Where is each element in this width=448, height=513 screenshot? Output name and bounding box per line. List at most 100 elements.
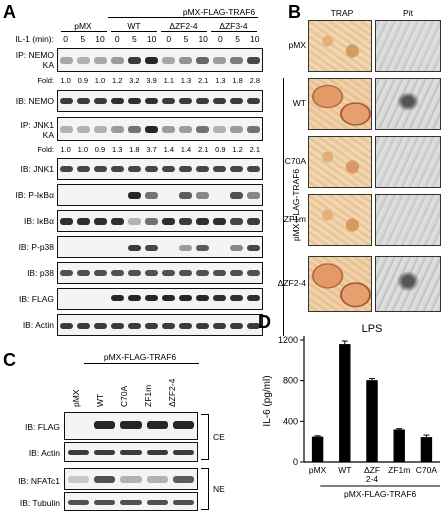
blot-label-jnk1: IB: JNK1: [20, 164, 54, 174]
blot-band: [110, 98, 125, 104]
tp-row-value: 10: [198, 34, 208, 44]
blot-band: [195, 323, 210, 329]
fold-nemo-row-value: 1.3: [215, 76, 226, 85]
blot-band: [195, 57, 210, 64]
blot-band: [67, 450, 89, 455]
blot-band: [94, 421, 116, 429]
tp-row-value: 0: [166, 34, 172, 44]
ne-bracket: [201, 468, 209, 510]
blot-band: [110, 57, 125, 64]
blot-band: [144, 295, 159, 301]
blot-band: [144, 218, 159, 225]
chart-title: LPS: [362, 323, 383, 335]
blot-band: [195, 245, 210, 251]
fold-jnk-row-value: 1.3: [111, 145, 123, 154]
fold-jnk-row-value: 1.0: [77, 145, 89, 154]
blot-band: [76, 57, 91, 64]
panel-c-header-line: [84, 363, 199, 364]
panel-a-letter: A: [3, 2, 16, 22]
fold-nemo-row-value: 2.8: [249, 76, 261, 85]
blot-band: [229, 245, 244, 251]
y-tick-label: 1200: [278, 335, 298, 345]
blot-band: [59, 166, 74, 172]
group-label-dzf34: ΔZF3-4: [219, 21, 248, 31]
c-fraction-ne: NE: [213, 484, 225, 494]
blot-band: [195, 218, 210, 225]
blot-band: [93, 270, 108, 276]
blot-band: [246, 270, 261, 276]
fold-nemo-row-value: 1.0: [94, 76, 106, 85]
blot-band: [212, 270, 227, 276]
group-line-dzf24: [161, 31, 207, 32]
b-bracket-line: [283, 78, 284, 336]
c-blot-tubulin: [64, 492, 198, 511]
y-axis-label: IL-6 (pg/ml): [262, 375, 273, 426]
group-line-pmx: [61, 31, 107, 32]
blot-band: [212, 57, 227, 64]
blot-band: [120, 450, 142, 455]
blot-band: [195, 98, 210, 104]
blot-band: [120, 421, 142, 429]
il6-bar-chart: LPS 0 400 800 1200 IL-6 (pg/ml) pMX WT ΔZF2-4 ZF1…: [262, 323, 440, 499]
blot-p38: [57, 262, 263, 284]
fold-nemo-row-value: 1.2: [111, 76, 123, 85]
blot-band: [246, 218, 261, 225]
blot-band: [173, 500, 195, 505]
bar-2: [366, 380, 378, 462]
blot-band: [76, 270, 91, 276]
blot-band: [178, 57, 193, 64]
trap-image-c70a: [308, 136, 372, 188]
fold-nemo-row-value: 1.3: [180, 76, 192, 85]
nemo-ka-label-2: KA: [42, 60, 54, 70]
y-tick-label: 400: [283, 416, 298, 426]
timepoint-title: IL-1 (min):: [15, 34, 54, 44]
blot-band: [161, 323, 176, 329]
fold-jnk-row-value: 1.8: [129, 145, 140, 154]
b-row-label-dzf24: ΔZF2-4: [277, 278, 306, 288]
fold-jnk-row-value: 1.4: [163, 145, 175, 154]
blot-band: [229, 270, 244, 276]
nemo-ka-label-1: IP: NEMO: [15, 50, 54, 60]
blot-band: [212, 295, 227, 301]
blot-band: [246, 166, 261, 172]
blot-band: [93, 57, 108, 64]
blot-band: [67, 500, 89, 505]
ce-bracket: [201, 414, 209, 460]
blot-band: [246, 245, 261, 251]
blot-band: [178, 295, 193, 301]
construct-footer: pMX-FLAG-TRAF6: [344, 489, 417, 499]
blot-band: [229, 192, 244, 199]
group-line-wt: [111, 31, 157, 32]
blot-band: [93, 323, 108, 329]
blot-band: [161, 98, 176, 104]
blot-band: [144, 126, 159, 133]
b-side-label: pMX-FLAG-TRAF6: [291, 168, 301, 242]
x-tick-label-2: ΔZF: [364, 465, 380, 475]
blot-band: [67, 476, 89, 483]
x-tick-label-3: ZF1m: [388, 465, 410, 475]
blot-band: [146, 476, 168, 483]
blot-band: [59, 270, 74, 276]
blot-band: [93, 166, 108, 172]
fold-nemo-row-value: 1.0: [60, 76, 71, 85]
blot-band: [246, 192, 261, 199]
fold-jnk-row-value: 0.9: [94, 145, 106, 154]
fold-jnk-row-value: 1.4: [180, 145, 192, 154]
blot-band: [246, 295, 261, 301]
blot-band: [127, 57, 142, 64]
c-blot-nfatc1: [64, 468, 198, 490]
blot-band: [146, 421, 168, 429]
fold-nemo-row-value: 2.1: [197, 76, 209, 85]
blot-band: [212, 218, 227, 225]
blot-band: [127, 245, 142, 251]
blot-band: [161, 126, 176, 133]
fold-jnk-row-value: 2.1: [197, 145, 209, 154]
c-lane-wt: WT: [95, 393, 105, 407]
blot-band: [76, 126, 91, 133]
blot-band: [173, 450, 195, 455]
blot-band: [195, 126, 210, 133]
pit-image-c70a: [375, 136, 441, 188]
blot-band: [146, 500, 168, 505]
blot-label-p-p38: IB: P-p38: [18, 242, 54, 252]
blot-band: [178, 323, 193, 329]
